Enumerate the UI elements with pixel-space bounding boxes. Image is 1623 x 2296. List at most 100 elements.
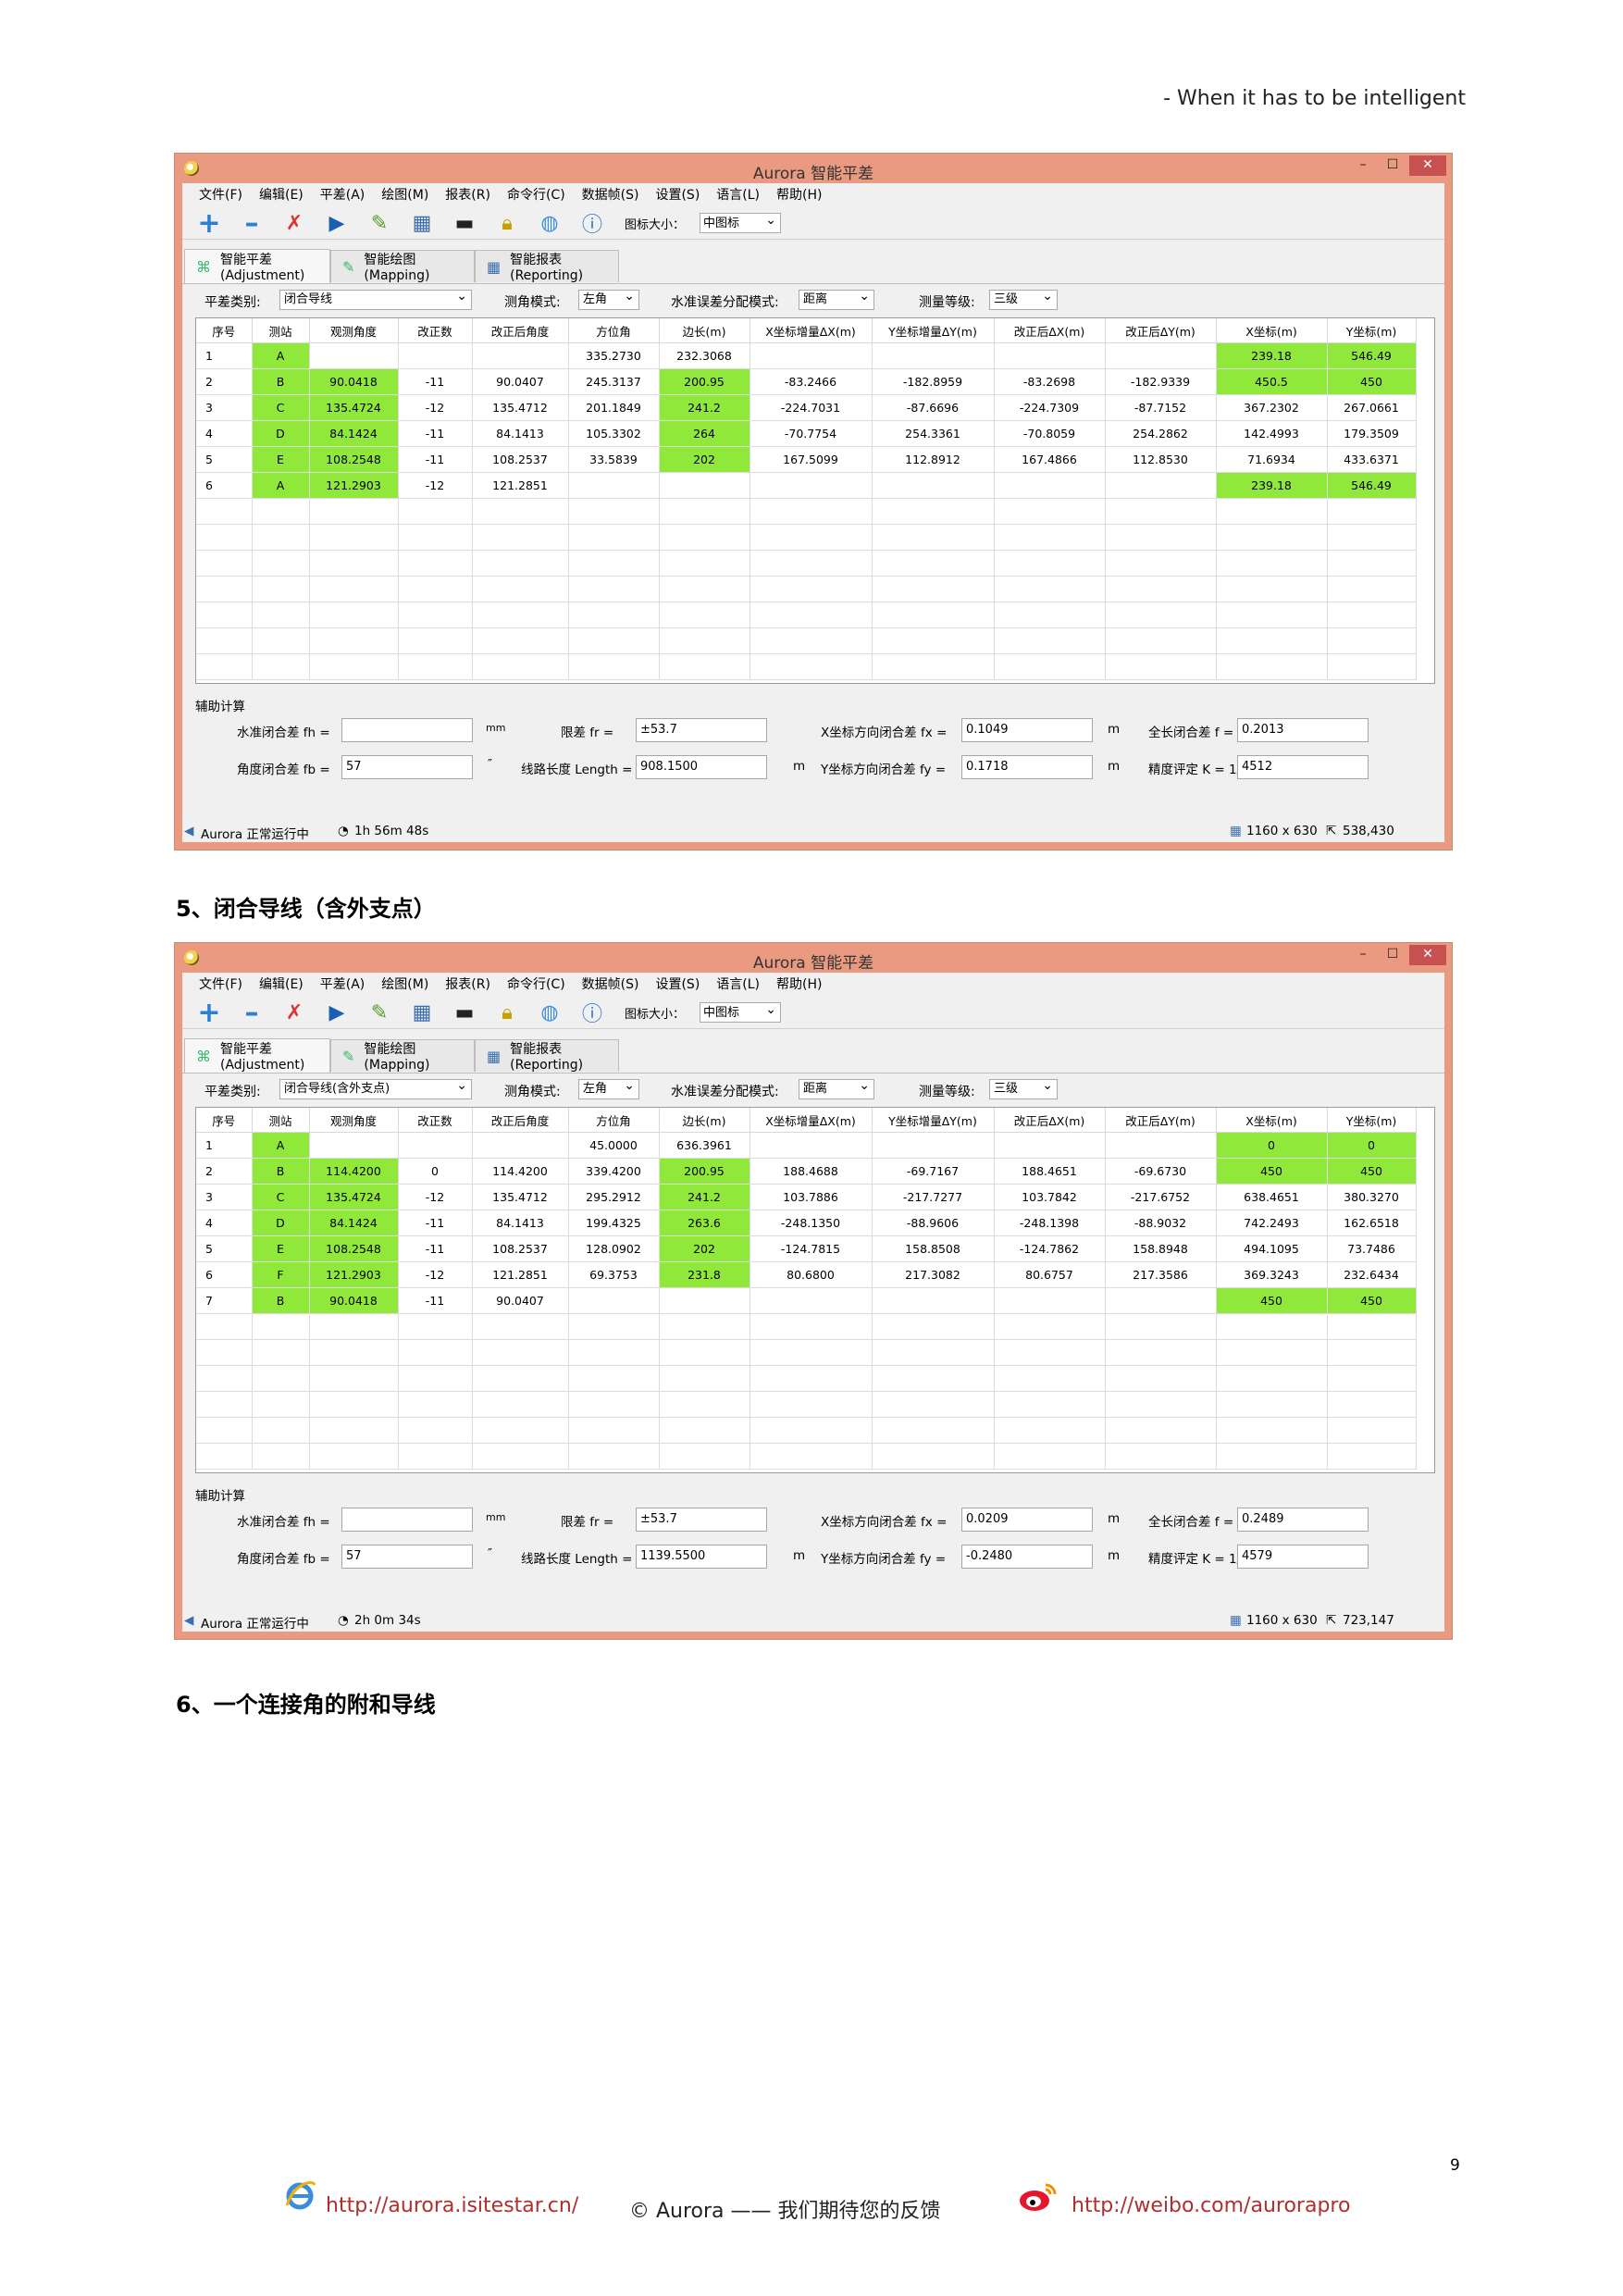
cell-obs-angle[interactable] xyxy=(309,1365,399,1392)
cell-corrected-angle[interactable] xyxy=(472,602,569,628)
minimize-button[interactable]: – xyxy=(1359,157,1367,172)
cell-dx[interactable] xyxy=(750,1417,873,1444)
menu-settings[interactable]: 设置(S) xyxy=(655,188,700,203)
cell-correction[interactable] xyxy=(398,602,473,628)
cell-corrected-dy[interactable] xyxy=(1105,342,1217,369)
cell-azimuth[interactable] xyxy=(568,576,660,602)
cell-dx[interactable] xyxy=(750,1339,873,1366)
table-row[interactable]: 3 C 135.4724 -12 135.4712 201.1849 241.2 -224.7… xyxy=(196,394,1417,421)
limit-input[interactable]: ±53.7 xyxy=(636,718,767,742)
close-button[interactable]: ✕ xyxy=(1409,155,1446,176)
cell-obs-angle[interactable] xyxy=(309,1313,399,1340)
col-header-y-coord[interactable]: Y坐标(m) xyxy=(1327,318,1417,343)
cell-station[interactable] xyxy=(252,524,310,551)
cell-azimuth[interactable] xyxy=(568,653,660,680)
table-row[interactable]: 5 E 108.2548 -11 108.2537 33.5839 202 167.5099 1… xyxy=(196,446,1417,473)
cell-corrected-angle[interactable] xyxy=(472,524,569,551)
cell-dx[interactable]: -248.1350 xyxy=(750,1210,873,1236)
cell-seq[interactable] xyxy=(196,550,253,577)
cell-station[interactable]: E xyxy=(252,446,310,473)
cell-azimuth[interactable] xyxy=(568,550,660,577)
cell-corrected-dx[interactable]: 103.7842 xyxy=(994,1184,1106,1210)
cell-corrected-dy[interactable] xyxy=(1105,1132,1217,1159)
cell-station[interactable] xyxy=(252,653,310,680)
cell-corrected-dx[interactable] xyxy=(994,498,1106,525)
cell-corrected-dy[interactable] xyxy=(1105,1417,1217,1444)
table-row[interactable]: 6 A 121.2903 -12 121.2851 239.18 546.49 xyxy=(196,472,1417,499)
cell-dy[interactable]: 158.8508 xyxy=(872,1235,995,1262)
k-input[interactable]: 4512 xyxy=(1237,755,1369,779)
cell-dx[interactable] xyxy=(750,472,873,499)
cell-corrected-dy[interactable] xyxy=(1105,524,1217,551)
table-row[interactable]: 2 B 114.4200 0 114.4200 339.4200 200.95 188.468… xyxy=(196,1158,1417,1185)
fb-input[interactable]: 57 xyxy=(341,1545,473,1569)
run-icon[interactable]: ▶ xyxy=(328,211,345,235)
cell-side-length[interactable]: 232.3068 xyxy=(659,342,750,369)
angle-mode-select[interactable]: 左角 xyxy=(578,1076,639,1099)
cell-corrected-dx[interactable] xyxy=(994,1132,1106,1159)
cell-dy[interactable] xyxy=(872,576,995,602)
cell-side-length[interactable] xyxy=(659,550,750,577)
cell-station[interactable]: C xyxy=(252,394,310,421)
cell-dy[interactable]: 217.3082 xyxy=(872,1261,995,1288)
cell-side-length[interactable] xyxy=(659,602,750,628)
info-icon[interactable]: ⓘ xyxy=(581,1003,602,1026)
cell-azimuth[interactable] xyxy=(568,1391,660,1418)
cell-corrected-dy[interactable] xyxy=(1105,1443,1217,1470)
cell-dx[interactable] xyxy=(750,1313,873,1340)
cell-seq[interactable]: 4 xyxy=(196,420,253,447)
cell-corrected-dx[interactable]: 80.6757 xyxy=(994,1261,1106,1288)
col-header-x-coord[interactable]: X坐标(m) xyxy=(1216,318,1328,343)
menu-report[interactable]: 报表(R) xyxy=(445,977,490,992)
cell-dx[interactable]: -124.7815 xyxy=(750,1235,873,1262)
cell-azimuth[interactable] xyxy=(568,1287,660,1314)
cell-correction[interactable] xyxy=(398,1313,473,1340)
weibo-link[interactable]: http://weibo.com/aurorapro xyxy=(1072,2194,1351,2217)
cell-dx[interactable] xyxy=(750,576,873,602)
cell-corrected-angle[interactable] xyxy=(472,342,569,369)
cell-dy[interactable]: -217.7277 xyxy=(872,1184,995,1210)
cell-y-coord[interactable]: 546.49 xyxy=(1327,472,1417,499)
cell-corrected-dy[interactable] xyxy=(1105,550,1217,577)
tab-reporting[interactable]: ▦ 智能报表(Reporting) xyxy=(475,250,619,283)
cell-y-coord[interactable] xyxy=(1327,1339,1417,1366)
cell-corrected-angle[interactable] xyxy=(472,576,569,602)
cell-dx[interactable]: 103.7886 xyxy=(750,1184,873,1210)
table-row[interactable]: 5 E 108.2548 -11 108.2537 128.0902 202 -124.781… xyxy=(196,1235,1417,1262)
table-row[interactable]: 2 B 90.0418 -11 90.0407 245.3137 200.95 -83.246… xyxy=(196,368,1417,395)
cell-azimuth[interactable]: 69.3753 xyxy=(568,1261,660,1288)
cell-obs-angle[interactable]: 108.2548 xyxy=(309,446,399,473)
cell-dy[interactable]: 254.3361 xyxy=(872,420,995,447)
cell-seq[interactable]: 6 xyxy=(196,1261,253,1288)
clear-icon[interactable]: ✗ xyxy=(285,211,304,235)
cell-side-length[interactable] xyxy=(659,653,750,680)
cell-dy[interactable] xyxy=(872,1443,995,1470)
cell-corrected-angle[interactable] xyxy=(472,550,569,577)
cell-y-coord[interactable] xyxy=(1327,627,1417,654)
col-header-azimuth[interactable]: 方位角 xyxy=(568,318,660,343)
add-icon[interactable]: + xyxy=(197,996,221,1029)
maximize-button[interactable]: ☐ xyxy=(1386,157,1399,172)
tab-mapping[interactable]: ✎ 智能绘图(Mapping) xyxy=(330,250,475,283)
cell-corrected-dx[interactable]: -224.7309 xyxy=(994,394,1106,421)
cell-side-length[interactable]: 202 xyxy=(659,446,750,473)
cell-correction[interactable] xyxy=(398,524,473,551)
cell-corrected-dy[interactable] xyxy=(1105,1391,1217,1418)
close-button[interactable]: ✕ xyxy=(1409,945,1446,965)
cell-corrected-dy[interactable]: -87.7152 xyxy=(1105,394,1217,421)
cell-seq[interactable]: 2 xyxy=(196,368,253,395)
cell-azimuth[interactable] xyxy=(568,472,660,499)
cell-x-coord[interactable] xyxy=(1216,627,1328,654)
table-row[interactable] xyxy=(196,576,1417,602)
cell-obs-angle[interactable]: 135.4724 xyxy=(309,394,399,421)
cell-side-length[interactable]: 241.2 xyxy=(659,394,750,421)
col-header-corrected-angle[interactable]: 改正后角度 xyxy=(472,318,569,343)
level-mode-select[interactable]: 距离 xyxy=(799,287,874,310)
cell-y-coord[interactable]: 450 xyxy=(1327,368,1417,395)
cell-y-coord[interactable]: 433.6371 xyxy=(1327,446,1417,473)
clear-icon[interactable]: ✗ xyxy=(285,1000,304,1024)
menu-file[interactable]: 文件(F) xyxy=(199,188,242,203)
cell-corrected-dx[interactable] xyxy=(994,1391,1106,1418)
length-input[interactable]: 1139.5500 xyxy=(636,1545,767,1569)
cell-azimuth[interactable] xyxy=(568,1313,660,1340)
